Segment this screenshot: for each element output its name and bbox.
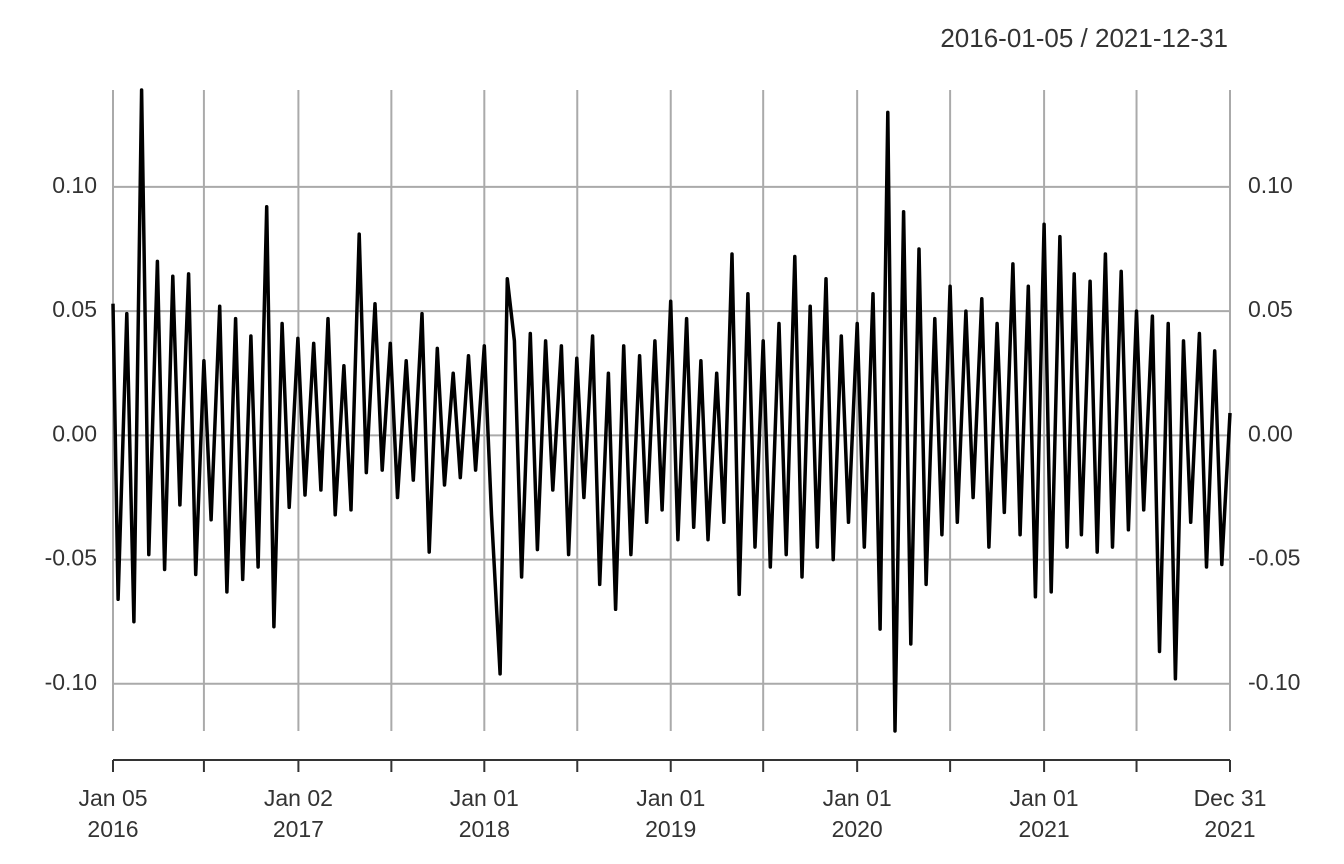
x-tick-label: Jan 01 <box>450 785 519 811</box>
y-tick-label: -0.05 <box>45 545 97 571</box>
y-tick-label: 0.10 <box>52 172 97 198</box>
y-tick-label-right: 0.05 <box>1248 296 1293 322</box>
x-tick-label: 2017 <box>273 816 324 842</box>
x-tick-label: Jan 01 <box>636 785 705 811</box>
y-tick-label-right: 0.10 <box>1248 172 1293 198</box>
x-tick-label: Jan 01 <box>1010 785 1079 811</box>
x-tick-label: Jan 01 <box>823 785 892 811</box>
x-tick-label: 2016 <box>87 816 138 842</box>
x-tick-label: Dec 31 <box>1194 785 1267 811</box>
y-tick-label: 0.05 <box>52 296 97 322</box>
x-tick-label: 2021 <box>1204 816 1255 842</box>
chart-title: 2016-01-05 / 2021-12-31 <box>940 23 1228 53</box>
x-tick-label: Jan 05 <box>78 785 147 811</box>
x-tick-label: 2018 <box>459 816 510 842</box>
y-tick-label-right: 0.00 <box>1248 420 1293 446</box>
x-tick-label: 2021 <box>1019 816 1070 842</box>
x-tick-label: Jan 02 <box>264 785 333 811</box>
y-tick-label-right: -0.05 <box>1248 545 1300 571</box>
x-tick-label: 2019 <box>645 816 696 842</box>
x-tick-label: 2020 <box>832 816 883 842</box>
y-tick-label: -0.10 <box>45 669 97 695</box>
series-line <box>111 88 1232 733</box>
y-tick-label-right: -0.10 <box>1248 669 1300 695</box>
y-tick-label: 0.00 <box>52 420 97 446</box>
